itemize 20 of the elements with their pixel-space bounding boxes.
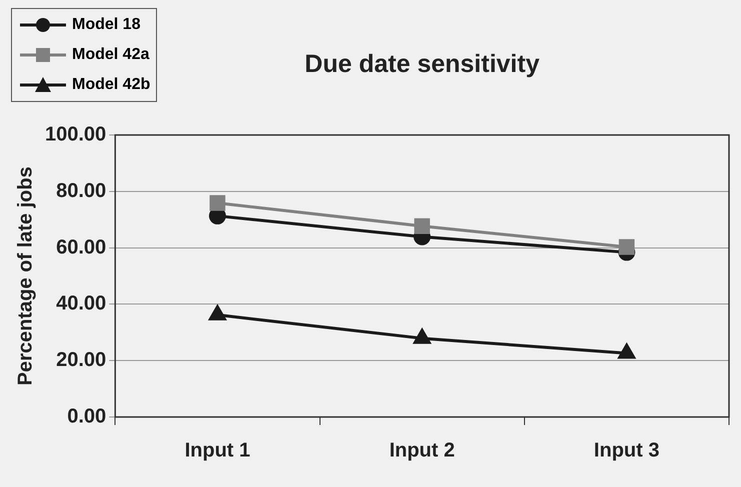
y-axis-title: Percentage of late jobs [14,166,37,386]
point [618,344,636,359]
point [210,195,226,211]
y-tick-label: 80.00 [56,180,106,202]
y-tick-label: 20.00 [56,349,106,372]
y-tick-label: 40.00 [56,292,106,315]
point [209,305,226,320]
legend-label: Model 42b [72,76,150,94]
y-tick-label: 100.00 [45,124,106,146]
y-tick-label: 60.00 [56,236,106,258]
legend-label: Model 18 [72,16,140,34]
point [414,218,430,234]
x-tick-label: Input 3 [594,440,660,462]
point [618,239,635,255]
x-tick-label: Input 1 [184,440,250,462]
point [414,328,431,344]
x-tick-label: Input 2 [389,440,455,462]
chart-title: Due date sensitivity [304,50,540,78]
y-tick-label: 0.00 [67,406,106,428]
legend-label: Model 42a [72,46,150,64]
